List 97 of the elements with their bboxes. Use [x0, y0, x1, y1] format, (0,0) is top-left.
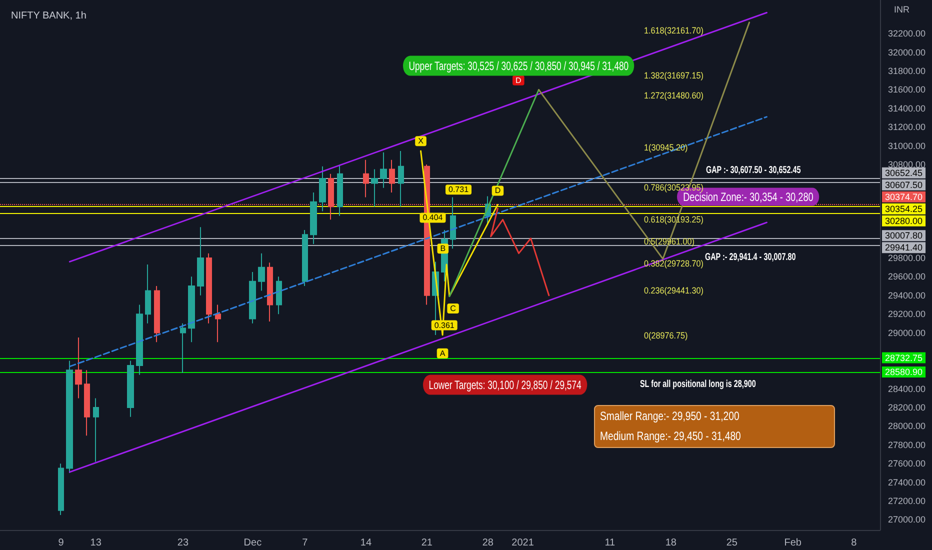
text: NIFTY BANK, 1h	[11, 10, 86, 22]
annotation: GAP :- 29,941.4 - 30,007.80	[705, 252, 796, 264]
annotation: SL for all positional long is 28,900	[640, 379, 756, 391]
y-tick-label: 32000.00	[888, 47, 926, 58]
y-tick-label: 30800.00	[888, 160, 926, 170]
ref-line-label: 30652.45	[885, 168, 923, 178]
candlestick	[84, 370, 90, 436]
candlestick	[371, 168, 378, 208]
y-tick-label: 28000.00	[888, 421, 926, 432]
x-tick-label: 25	[726, 538, 738, 548]
ref-line-label: 30374.70	[885, 192, 923, 202]
annotation: 0.236(29441.30)	[644, 286, 704, 296]
x-tick-label: 9	[58, 538, 64, 548]
ref-line-label: 29941.40	[885, 242, 923, 253]
y-tick-label: 28400.00	[888, 384, 926, 394]
candlestick	[389, 159, 395, 194]
ref-line-label: 30007.80	[885, 230, 923, 241]
y-tick-label: 29800.00	[888, 252, 926, 263]
annotation: B	[440, 244, 446, 254]
candlestick	[127, 360, 134, 418]
annotation: GAP :- 30,607.50 - 30,652.45	[706, 165, 801, 177]
ref-line-label: 28732.75	[885, 352, 923, 363]
candlestick	[136, 304, 143, 376]
annotation: A	[440, 348, 446, 358]
x-tick-label: 2021	[512, 538, 534, 548]
candlestick	[319, 166, 326, 212]
y-tick-label: 31200.00	[888, 122, 926, 132]
candlestick	[66, 360, 73, 474]
y-tick-label: 28200.00	[888, 402, 926, 413]
candlestick	[310, 192, 317, 244]
annotation: 1.382(31697.15)	[644, 70, 704, 82]
annotation: X	[418, 136, 424, 146]
y-tick-label: 27400.00	[888, 477, 926, 488]
x-tick-label: Dec	[244, 538, 262, 548]
y-tick-label: 29400.00	[888, 290, 926, 300]
ref-line-label: 30607.50	[885, 180, 923, 190]
y-tick-label: 32200.00	[888, 28, 926, 39]
candlestick	[380, 152, 387, 188]
annotation: 1.272(31480.60)	[644, 90, 704, 102]
y-tick-label: 27000.00	[888, 514, 926, 525]
annotation: Medium Range:- 29,450 - 31,480	[600, 428, 741, 444]
y-tick-label: 27200.00	[888, 496, 926, 506]
x-tick-label: 21	[421, 538, 433, 548]
candlestick	[75, 336, 82, 399]
ref-line-label: 30280.00	[885, 216, 923, 226]
ref-line-label: 28580.90	[885, 366, 923, 377]
annotation: 0(28976.75)	[644, 330, 688, 342]
y-tick-label: 31800.00	[888, 66, 926, 76]
candlestick	[206, 252, 212, 324]
y-tick-label: 29600.00	[888, 272, 926, 282]
candlestick	[58, 463, 64, 516]
x-tick-label: 8	[851, 538, 858, 548]
y-tick-label: 31400.00	[888, 103, 926, 114]
annotation: C	[450, 304, 456, 313]
candlestick	[249, 272, 256, 324]
y-axis-title: INR	[894, 4, 910, 14]
x-tick-label: 28	[482, 538, 494, 548]
y-tick-label: 27800.00	[888, 440, 926, 450]
x-tick-label: 14	[360, 538, 372, 548]
x-tick-label: 11	[604, 538, 616, 548]
line-series	[490, 208, 550, 296]
annotation: 0.404	[422, 213, 444, 222]
x-tick-label: 18	[665, 538, 677, 548]
candlestick	[302, 229, 308, 287]
annotation: 0.361	[434, 320, 455, 330]
x-tick-label: 13	[90, 538, 102, 548]
candlestick	[188, 276, 195, 343]
annotation: Upper Targets: 30,525 / 30,625 / 30,850 / 30,945 / 31,480	[403, 56, 634, 76]
candlestick	[180, 322, 186, 374]
y-tick-label: 29000.00	[888, 328, 926, 338]
candlestick	[363, 159, 369, 198]
candlestick	[450, 196, 456, 250]
candlestick	[93, 398, 99, 462]
annotation: 1.618(32161.70)	[644, 26, 704, 36]
annotation: Lower Targets: 30,100 / 29,850 / 29,574	[423, 374, 588, 396]
candlestick	[276, 276, 282, 315]
x-tick-label: 7	[302, 538, 308, 548]
line-series	[420, 150, 498, 336]
y-tick-label: 27600.00	[888, 458, 926, 469]
annotation: D	[516, 76, 522, 85]
ref-line-label: 30354.25	[885, 204, 923, 214]
y-tick-label: 31000.00	[888, 140, 926, 151]
x-tick-label: Feb	[784, 538, 802, 548]
candlestick	[267, 262, 273, 322]
candlestick	[215, 304, 221, 343]
y-tick-label: 29200.00	[888, 309, 926, 320]
annotation: Smaller Range:- 29,950 - 31,200	[600, 408, 740, 424]
y-tick-label: 31600.00	[888, 84, 926, 95]
annotation: 0.731	[448, 185, 470, 194]
candlestick	[337, 164, 343, 216]
candlestick	[398, 150, 404, 208]
candlestick	[154, 286, 160, 343]
x-tick-label: 23	[177, 538, 189, 548]
candlestick	[258, 252, 265, 292]
candlestick	[197, 226, 204, 296]
candlestick	[145, 264, 151, 324]
annotation: D	[494, 186, 501, 196]
